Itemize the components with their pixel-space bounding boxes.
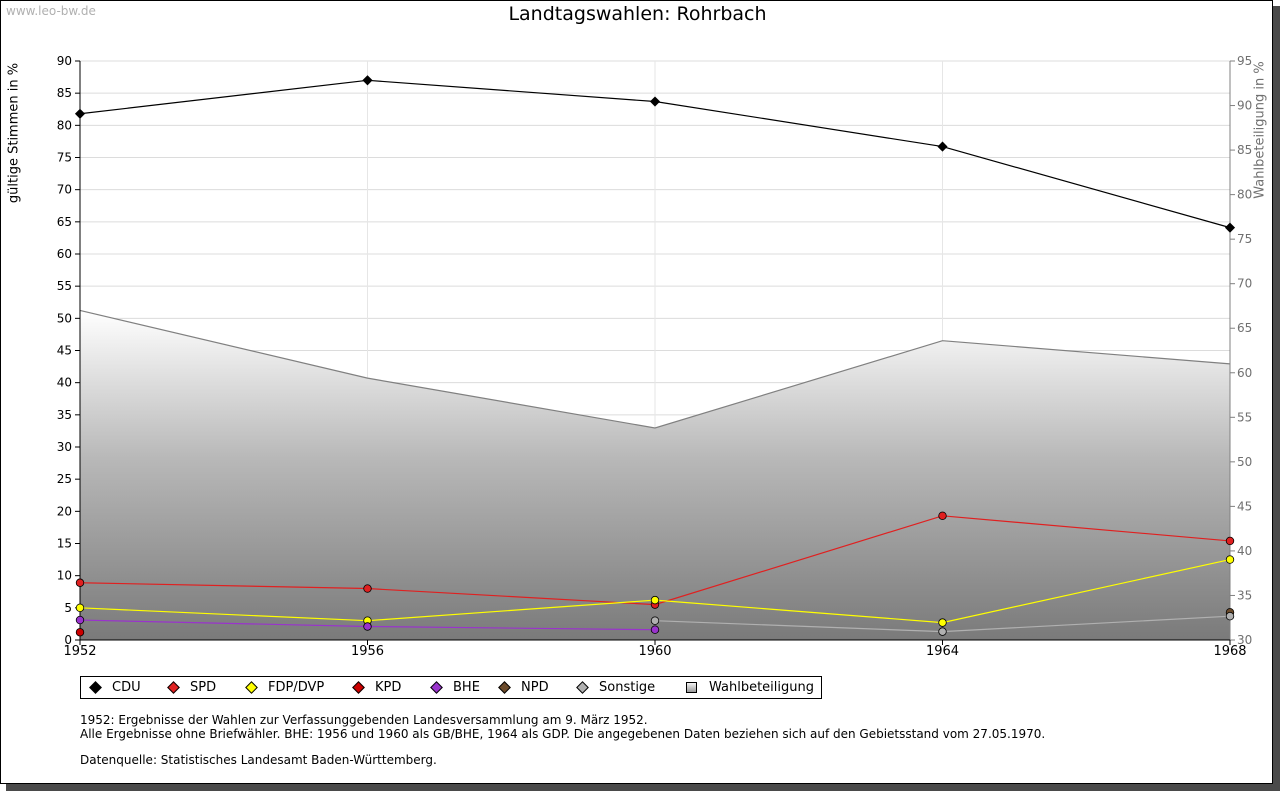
y-tick-label-left: 85 [57,86,72,100]
point-cdu [649,96,661,107]
point-cdu [362,75,373,86]
legend-marker-icon [245,681,258,694]
y-tick-label-right: 55 [1237,410,1252,424]
point-sonstige [650,616,660,625]
point-cdu [1224,222,1236,233]
y-tick-label-right: 35 [1237,588,1252,602]
x-tick-label: 1952 [63,644,96,659]
legend-square-icon [686,682,697,693]
y-tick-label-right: 40 [1237,544,1252,558]
legend-item: Sonstige [576,677,656,698]
point-bhe [75,615,85,625]
y-tick-label-left: 65 [57,215,72,229]
line-chart: 0 5 10 15 20 25 30 35 40 45 50 55 60 65 70 75 80 85 90 30 35… [57,54,1253,659]
point-kpd [75,628,85,637]
chart-title: Landtagswahlen: Rohrbach [508,3,767,25]
watermark: www.leo-bw.de [6,4,96,18]
legend-label: KPD [375,680,402,695]
y-tick-label-right: 80 [1237,188,1252,202]
legend-label: Sonstige [599,680,656,695]
point-fdp-dvp [938,618,947,627]
source-note: Datenquelle: Statistisches Landesamt Bad… [80,753,437,767]
legend-marker-icon [576,681,589,694]
y-tick-label-left: 5 [64,601,72,615]
legend-item: NPD [498,677,549,698]
point-sonstige [1225,611,1235,621]
point-fdp-dvp [650,595,660,605]
x-tick-label: 1964 [926,644,959,659]
x-tick-label: 1960 [638,644,671,659]
y-tick-label-right: 60 [1237,366,1252,380]
y-tick-label-right: 70 [1237,277,1252,291]
y-tick-label-right: 65 [1237,321,1252,335]
legend-label: FDP/DVP [268,680,325,695]
y-tick-label-right: 90 [1237,99,1252,113]
legend-marker-icon [430,681,443,694]
turnout-area-line [79,309,1231,429]
series-lines [74,75,1236,637]
y-tick-label-left: 10 [57,569,72,583]
point-spd [1225,536,1235,546]
turnout-area [79,309,1231,640]
point-spd [363,584,372,593]
y-tick-label-left: 70 [57,183,72,197]
point-cdu [74,108,86,119]
legend-item: SPD [167,677,217,698]
point-fdp-dvp [75,603,85,613]
y-tick-label-left: 0 [64,633,72,647]
legend-marker-icon [498,681,511,694]
point-sonstige [938,627,947,636]
y-tick-label-left: 15 [57,537,72,551]
y-tick-label-left: 90 [57,54,72,68]
y-tick-label-left: 50 [57,311,72,325]
y-tick-label-right: 50 [1237,455,1252,469]
y-tick-label-right: 30 [1237,633,1252,647]
x-tick-label: 1956 [351,644,384,659]
point-spd [938,511,947,521]
legend-item: CDU [89,677,141,698]
y-tick-label-right: 85 [1237,143,1252,157]
point-cdu [937,141,948,152]
y-tick-label-left: 45 [57,344,72,358]
tick-labels: 0 5 10 15 20 25 30 35 40 45 50 55 60 65 70 75 80 85 90 30 35… [57,54,1253,659]
y-tick-label-right: 75 [1237,232,1252,246]
legend-item: Wahlbeteiligung [686,677,814,698]
legend-label: Wahlbeteiligung [709,680,815,695]
frame-shadow-bottom [6,784,1280,791]
y-tick-label-left: 80 [57,118,72,132]
x-tick-label: 1968 [1213,644,1246,659]
footnote-general: Alle Ergebnisse ohne Briefwähler. BHE: 1… [80,727,1046,741]
turnout-area-fill [80,310,1230,640]
legend-item: BHE [430,677,480,698]
legend-item: KPD [352,677,402,698]
legend: CDU SPD FDP/DVP KPD BHE NPD Sonstige Wahlbeteil… [80,676,822,699]
y-tick-label-left: 20 [57,504,72,518]
y-tick-label-left: 75 [57,151,72,165]
y-tick-label-right: 95 [1237,54,1252,68]
point-fdp-dvp [1225,555,1235,564]
point-bhe [363,622,372,631]
y-tick-label-left: 30 [57,440,72,454]
frame-shadow-right [1273,6,1280,791]
legend-marker-icon [89,681,102,694]
legend-label: CDU [112,680,141,695]
y-tick-label-left: 60 [57,247,72,261]
legend-marker-icon [352,681,365,694]
legend-item: FDP/DVP [245,677,325,698]
legend-label: NPD [521,680,549,695]
footnote-1952: 1952: Ergebnisse der Wahlen zur Verfassu… [80,713,648,727]
y-tick-label-right: 45 [1237,499,1252,513]
legend-label: BHE [453,680,480,695]
legend-marker-icon [167,681,180,694]
point-bhe [650,625,660,634]
y-tick-label-left: 25 [57,472,72,486]
legend-label: SPD [190,680,217,695]
point-spd [75,578,85,587]
y-tick-label-left: 35 [57,408,72,422]
y-tick-label-left: 40 [57,376,72,390]
y-tick-label-left: 55 [57,279,72,293]
